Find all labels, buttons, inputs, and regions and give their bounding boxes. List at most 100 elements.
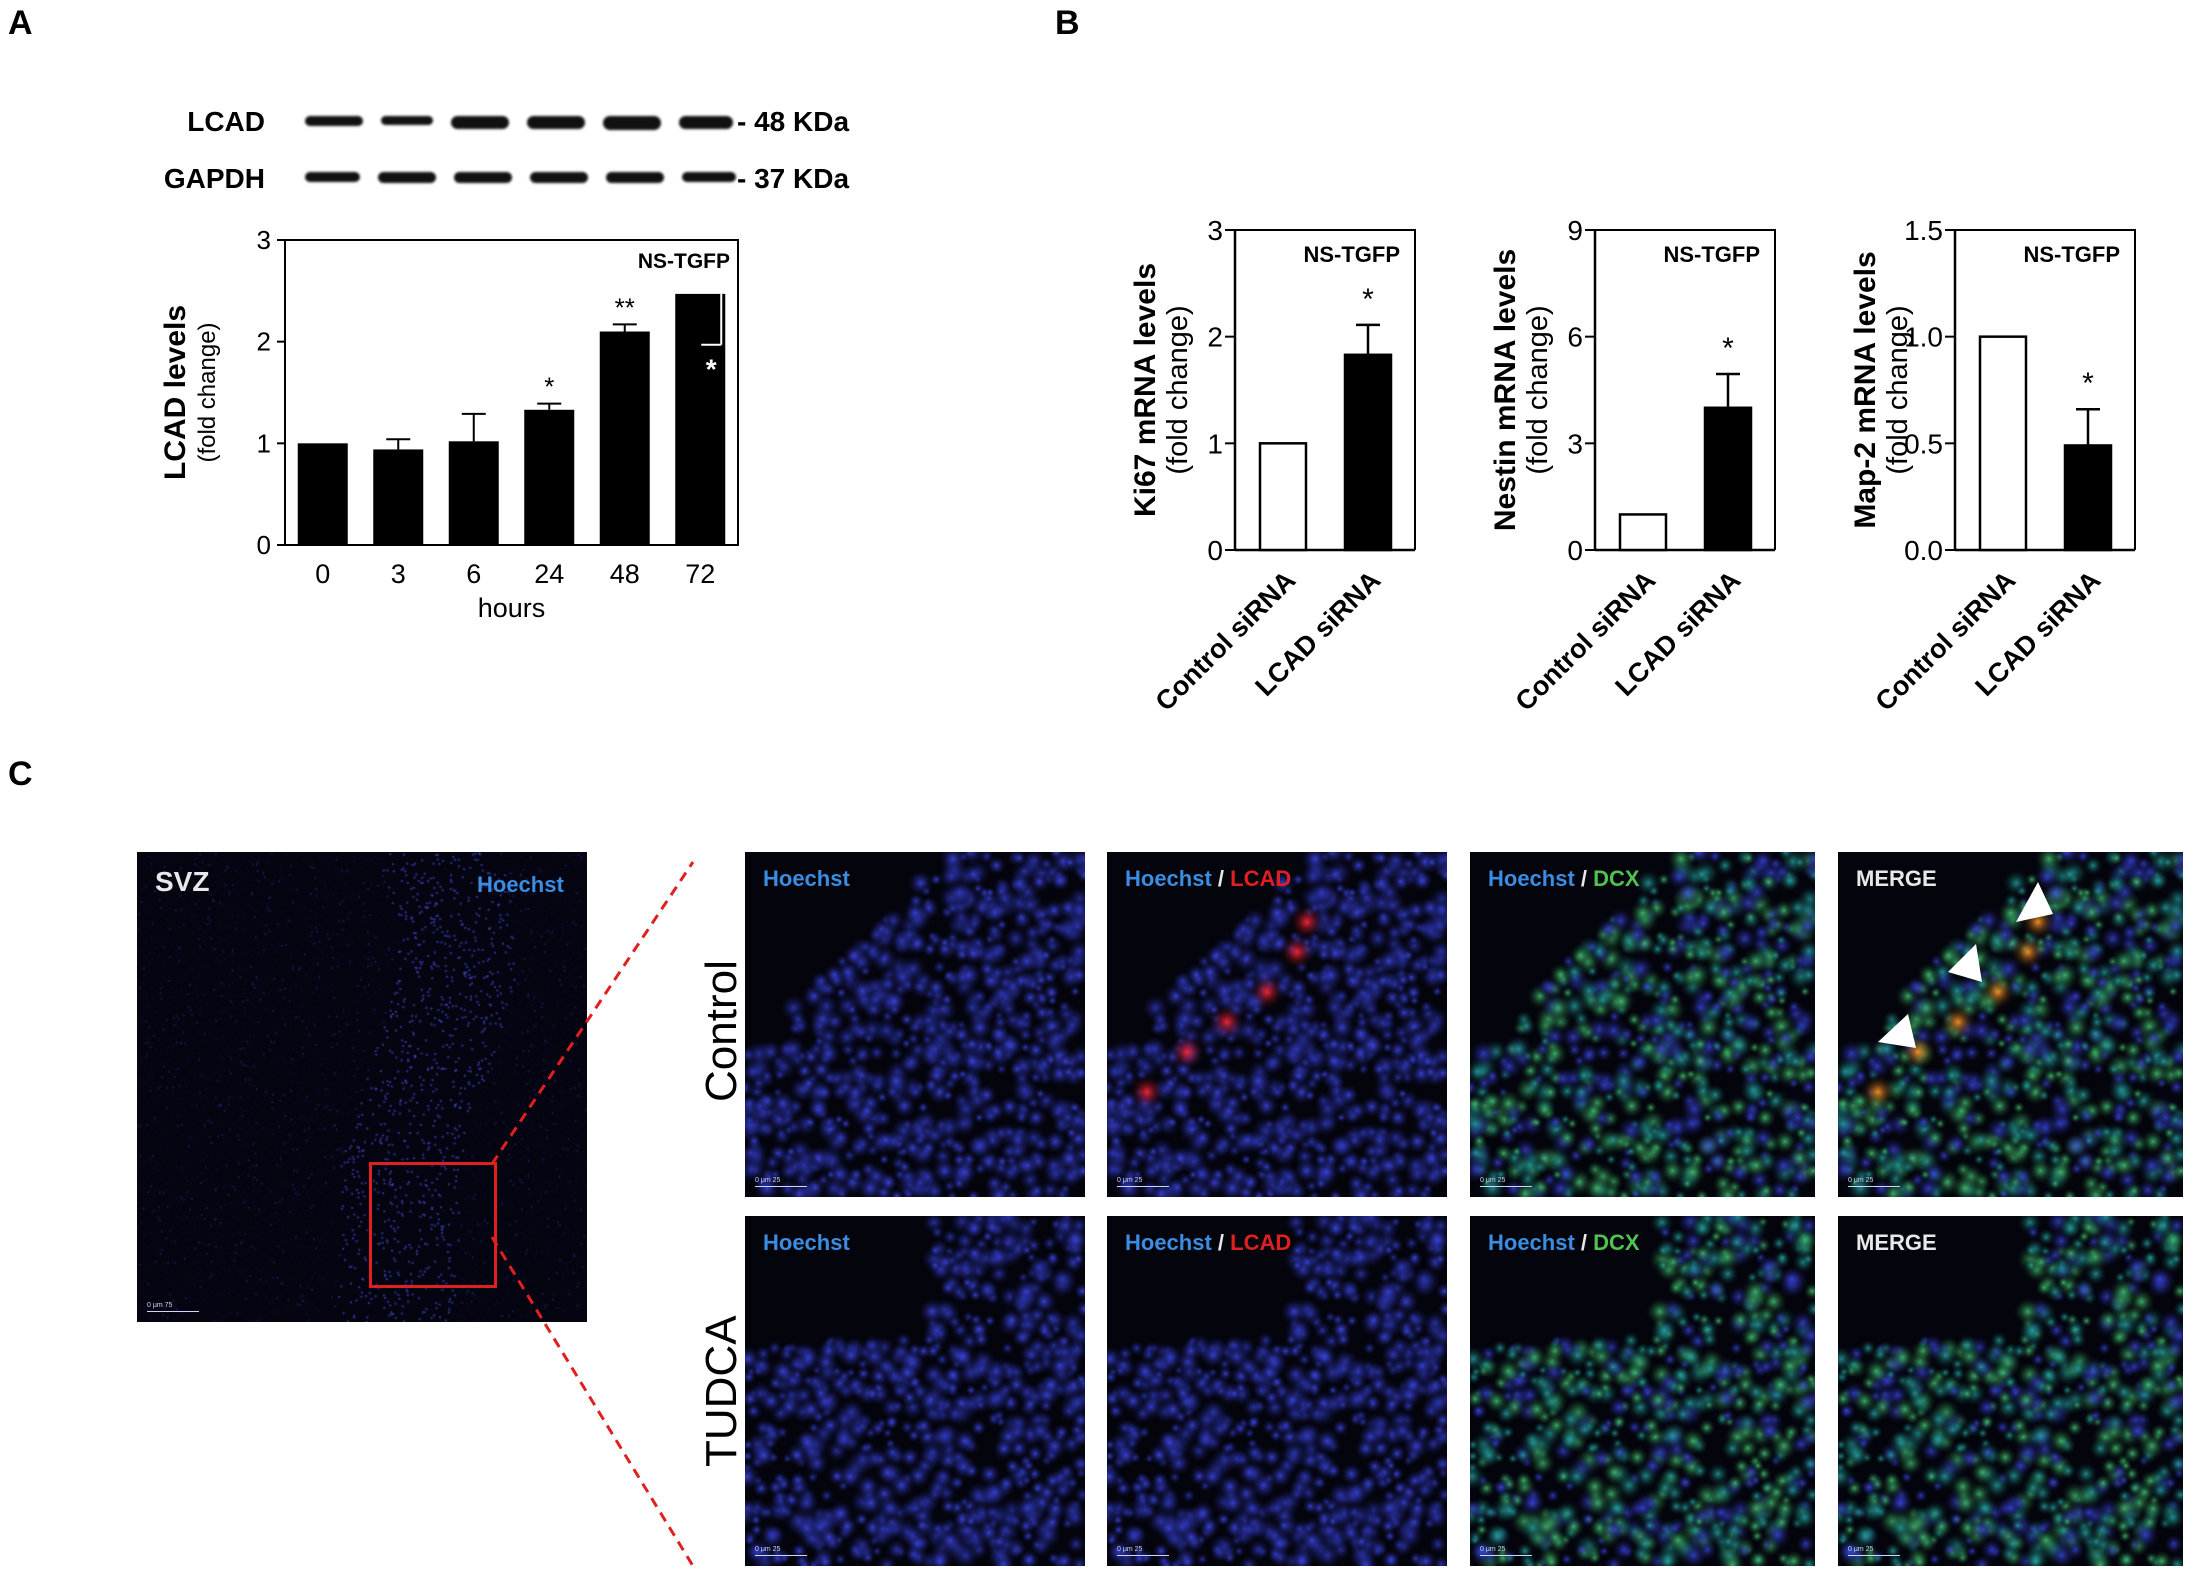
bar [599,331,650,545]
micrograph-tudca-4: MERGE 0 μm 25 [1838,1216,2183,1566]
stain-label: MERGE [1856,1230,1937,1256]
stain-name: Hoechst [763,866,850,891]
arrowheads [1878,882,2053,1048]
y-tick-label: 6 [1567,322,1583,353]
band [378,172,436,183]
y-tick-label: 3 [1567,428,1583,459]
blot-label-gapdh: GAPDH [163,163,265,194]
stain-name: LCAD [1230,866,1292,891]
blot-bands-lcad [305,116,733,130]
y-axis-sublabel: (fold change) [1882,305,1914,474]
bar [448,441,499,545]
stain-label: Hoechst / DCX [1488,866,1640,892]
micrograph-control-2: Hoechst / LCAD 0 μm 25 [1107,852,1447,1197]
band [451,116,509,129]
micrograph-tudca-1: Hoechst 0 μm 25 [745,1216,1085,1566]
scale-bar: 0 μm 25 [755,1546,807,1556]
significance-mark: * [706,354,717,385]
chart-title: NS-TGFP [2023,242,2120,267]
chart-title: NS-TGFP [638,250,730,273]
significance-mark: * [544,372,554,402]
bar [1618,513,1668,552]
arrowhead-icon [2016,882,2053,922]
svz-label: SVZ [155,866,210,897]
bar [2063,444,2113,552]
stain-name: DCX [1593,866,1640,891]
stain-label: Hoechst / LCAD [1125,866,1291,892]
plot-frame [1235,229,1416,550]
x-tick-label: 72 [685,559,715,589]
stain-label: MERGE [1856,866,1937,892]
x-axis-label: hours [478,593,546,623]
band [603,116,661,130]
bar [675,293,726,545]
y-tick-label: 1 [1207,428,1223,459]
inset-box [369,1162,497,1288]
scale-bar: 0 μm 25 [1117,1546,1169,1556]
chart-lcad-timecourse: 0 1 2 3 0 3 6 * 24 ** 48 * 72 hours NS-TGFP LCAD levels… [159,225,739,623]
stain-separator: / [1574,1230,1594,1255]
plot-frame [284,239,739,546]
chart-title: NS-TGFP [1663,242,1760,267]
row-label-tudca: TUDCA [697,1315,746,1467]
band [606,172,664,183]
bar [1258,442,1308,552]
significance-mark: * [1722,332,1734,365]
scale-bar: 0 μm 25 [1117,1177,1169,1187]
bar [373,449,424,545]
panel-label-c: C [8,755,33,793]
arrowhead-icon [1878,1014,1916,1048]
blot-bands-gapdh [305,172,736,183]
chart-title: NS-TGFP [1303,242,1400,267]
bar [524,409,575,545]
stain-name: Hoechst [763,1230,850,1255]
stain-name: MERGE [1856,1230,1937,1255]
y-tick-label: 3 [1207,215,1223,246]
stain-name: Hoechst [1125,866,1212,891]
x-tick-label: 24 [534,559,564,589]
band [305,172,360,182]
y-axis-label: LCAD levels [159,305,192,480]
stain-name: DCX [1593,1230,1640,1255]
blot-size-gapdh: - 37 KDa [737,163,850,194]
y-axis-sublabel: (fold change) [1522,305,1554,474]
stain-separator: / [1211,866,1231,891]
svz-stain-label: Hoechst [477,872,564,897]
blot-label-lcad: LCAD [187,106,265,137]
y-tick-label: 0 [1207,535,1223,566]
micrograph-control-3: Hoechst / DCX 0 μm 25 [1470,852,1815,1197]
y-tick-label: 1.0 [1904,322,1943,353]
band [527,116,585,129]
stain-name: Hoechst [1488,1230,1575,1255]
y-tick-label: 0.5 [1904,428,1943,459]
scale-bar: 0 μm 25 [1480,1546,1532,1556]
y-axis-label: Map-2 mRNA levels [1849,251,1882,528]
svz-overview-image: SVZ Hoechst 0 μm 75 [137,852,587,1322]
x-tick-label: 48 [610,559,640,589]
significance-mark: * [1362,283,1374,316]
micrograph-tudca-3: Hoechst / DCX 0 μm 25 [1470,1216,1815,1566]
panel-label-a: A [8,4,33,42]
y-axis-sublabel: (fold change) [194,322,221,462]
y-tick-label: 2 [1207,322,1223,353]
scale-bar: 0 μm 25 [1848,1177,1900,1187]
stain-name: Hoechst [1125,1230,1212,1255]
y-tick-label: 1.5 [1904,215,1943,246]
micrograph-tudca-2: Hoechst / LCAD 0 μm 25 [1107,1216,1447,1566]
scale-bar: 0 μm 25 [1480,1177,1532,1187]
micrograph-control-4: MERGE 0 μm 25 [1838,852,2183,1197]
panel-label-b: B [1055,4,1080,42]
y-tick-label: 3 [257,225,271,255]
y-tick-label: 9 [1567,215,1583,246]
x-tick-label: 0 [315,559,330,589]
y-tick-label: 0 [257,530,271,560]
arrowhead-icon [1948,944,1982,982]
row-label-control: Control [697,960,746,1102]
y-tick-label: 2 [257,327,271,357]
band [682,172,736,182]
band [454,172,512,183]
scale-bar: 0 μm 75 [147,1302,199,1312]
